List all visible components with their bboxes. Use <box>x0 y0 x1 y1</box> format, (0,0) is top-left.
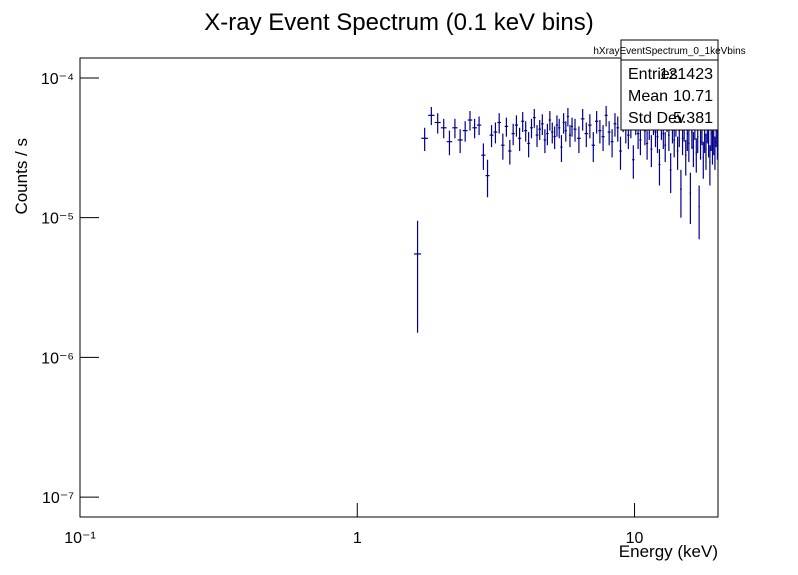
stats-value: 10.71 <box>673 88 713 105</box>
y-tick-label: 10⁻⁵ <box>41 211 74 228</box>
stats-frame <box>620 39 719 131</box>
stats-key: Mean <box>628 88 668 105</box>
x-tick-label: 10⁻¹ <box>64 530 96 547</box>
y-tick-label: 10⁻⁴ <box>41 71 74 88</box>
x-axis-label: Energy (keV) <box>619 542 718 561</box>
stats-title: hXrayEventSpectrum_0_1keVbins <box>593 46 745 57</box>
stats-value: 5.381 <box>673 110 713 127</box>
stats-box: hXrayEventSpectrum_0_1keVbins Entries 12… <box>593 39 746 131</box>
series <box>414 106 719 333</box>
plot-frame <box>79 57 719 518</box>
stats-key: Std Dev <box>628 110 685 127</box>
stats-value: 121423 <box>660 66 713 83</box>
x-tick-label: 10 <box>626 530 644 547</box>
chart-title: X-ray Event Spectrum (0.1 keV bins) <box>204 9 593 36</box>
x-tick-label: 1 <box>353 530 362 547</box>
stats-key: Entries <box>628 66 678 83</box>
y-tick-label: 10⁻⁶ <box>41 350 74 367</box>
y-tick-label: 10⁻⁷ <box>42 490 74 507</box>
y-axis-label: Counts / s <box>12 138 31 215</box>
